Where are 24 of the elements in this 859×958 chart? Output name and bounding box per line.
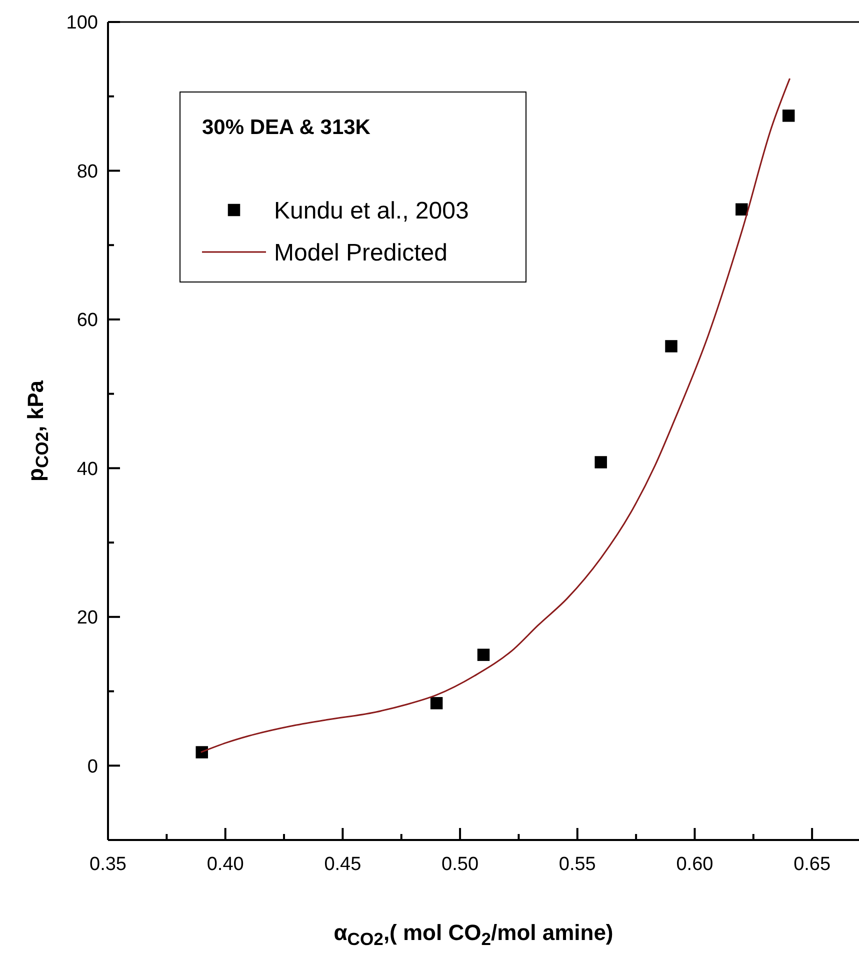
x-tick-label: 0.65 — [794, 854, 831, 875]
legend-label: Kundu et al., 2003 — [274, 197, 469, 224]
point — [736, 203, 748, 216]
y-tick-label: 0 — [87, 756, 98, 778]
y-tick-label: 20 — [76, 608, 98, 629]
x-axis-title: α$_{CO2}$,( mol CO$_{2}$/mol amine) — [334, 920, 614, 950]
point — [430, 697, 443, 710]
text: 0.40 — [206, 854, 244, 875]
point — [665, 340, 678, 352]
x-tick-label: 0.45 — [324, 854, 362, 875]
text: 0.60 — [676, 854, 714, 875]
legend-label: Model Predicted — [274, 239, 448, 266]
point — [196, 746, 208, 758]
y-tick-label: 100 — [66, 12, 98, 34]
point — [782, 110, 795, 122]
point — [477, 648, 490, 661]
y-tick-label: 80 — [76, 161, 98, 182]
y-tick-label: 60 — [76, 310, 98, 332]
x-tick-label: 0.55 — [558, 854, 596, 875]
x-tick-label: 0.35 — [90, 854, 126, 875]
point — [594, 456, 607, 468]
text: 0.50 — [442, 854, 479, 875]
y-tick-label: 40 — [76, 458, 98, 480]
legend-title: 30% DEA & 313K — [202, 116, 370, 139]
